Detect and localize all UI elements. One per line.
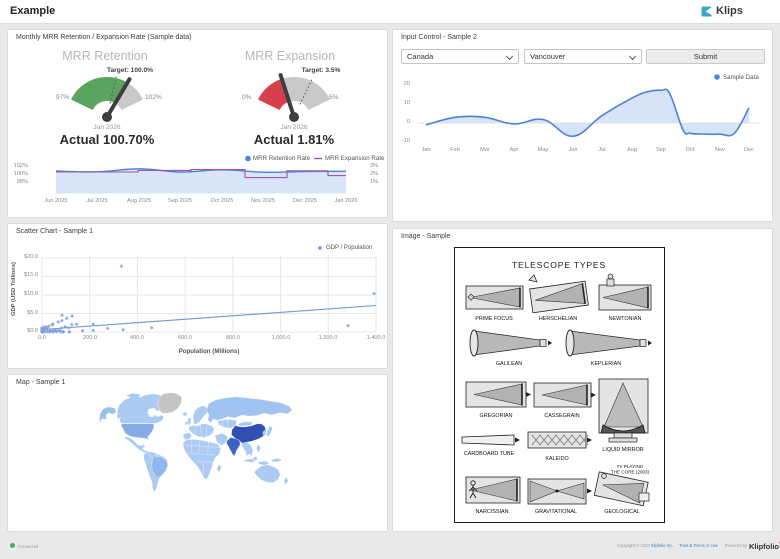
svg-text:KALEIDO: KALEIDO: [545, 456, 568, 462]
svg-text:CARDBOARD TUBE: CARDBOARD TUBE: [464, 451, 515, 457]
svg-text:GREGORIAN: GREGORIAN: [480, 413, 513, 419]
svg-text:PRIME FOCUS: PRIME FOCUS: [475, 316, 513, 322]
svg-text:TELESCOPE TYPES: TELESCOPE TYPES: [512, 260, 606, 270]
svg-text:GALILEAN: GALILEAN: [496, 361, 522, 367]
svg-text:CASSEGRAIN: CASSEGRAIN: [544, 413, 579, 419]
svg-text:GEOLOGICAL: GEOLOGICAL: [604, 509, 639, 515]
svg-text:THE CORE (2003): THE CORE (2003): [611, 470, 650, 475]
svg-text:HERSCHELIAN: HERSCHELIAN: [539, 316, 577, 322]
svg-text:KEPLERIAN: KEPLERIAN: [591, 361, 621, 367]
svg-text:LIQUID MIRROR: LIQUID MIRROR: [602, 447, 643, 453]
svg-text:TV PLAYING: TV PLAYING: [617, 464, 644, 469]
svg-text:NARCISSIAN: NARCISSIAN: [476, 509, 509, 515]
svg-text:NEWTONIAN: NEWTONIAN: [609, 316, 642, 322]
svg-text:GRAVITATIONAL: GRAVITATIONAL: [535, 509, 577, 515]
